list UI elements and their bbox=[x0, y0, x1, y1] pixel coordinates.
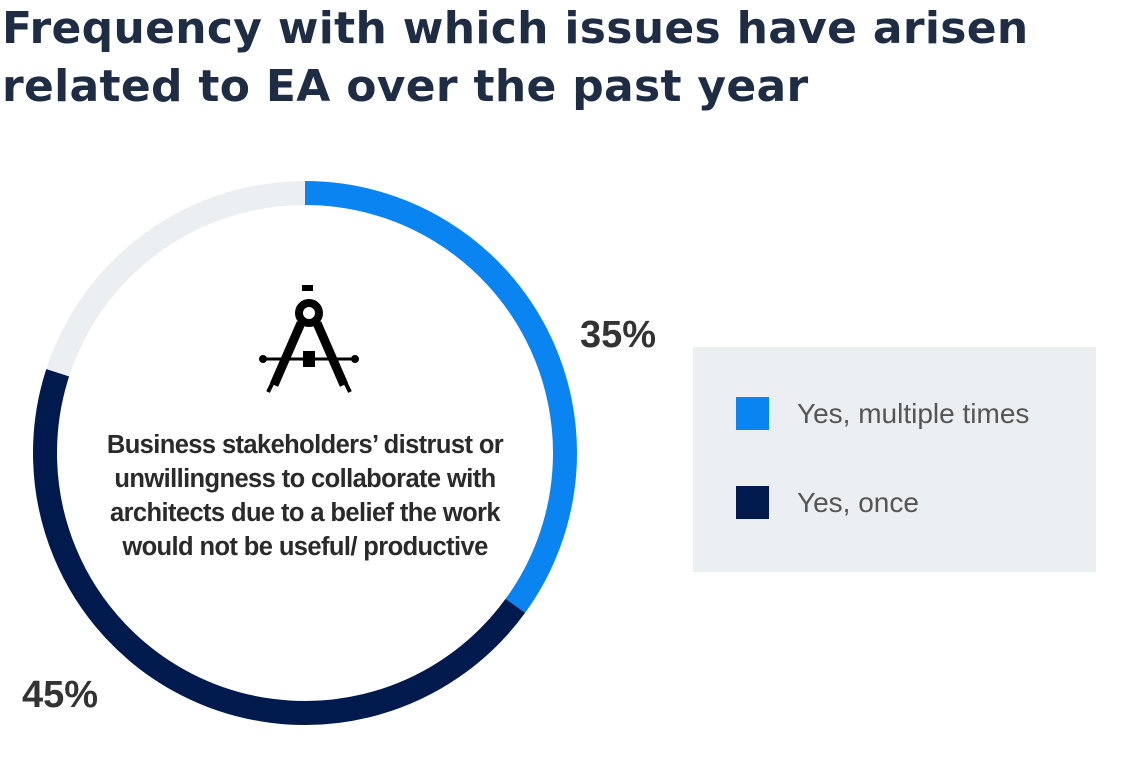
donut-slice-remainder bbox=[46, 181, 306, 377]
legend-swatch bbox=[736, 486, 769, 519]
legend-label: Yes, multiple times bbox=[797, 397, 1030, 429]
donut-slice-yes-once bbox=[33, 368, 526, 725]
center-label: Business stakeholders’ distrust or unwil… bbox=[106, 431, 504, 561]
data-label-once: 45% bbox=[22, 674, 99, 716]
legend-label: Yes, once bbox=[797, 486, 919, 518]
legend-swatch bbox=[736, 397, 769, 430]
chart-title: Frequency with which issues have arisen … bbox=[2, 3, 1029, 112]
drafting-compass-icon bbox=[259, 285, 359, 393]
legend-item-multiple-times: Yes, multiple times bbox=[736, 397, 1029, 430]
donut-slice-yes-multiple-times bbox=[304, 181, 577, 613]
data-label-multiple-times: 35% bbox=[580, 314, 657, 356]
legend: Yes, multiple times Yes, once bbox=[693, 347, 1096, 572]
legend-item-once: Yes, once bbox=[736, 486, 919, 519]
